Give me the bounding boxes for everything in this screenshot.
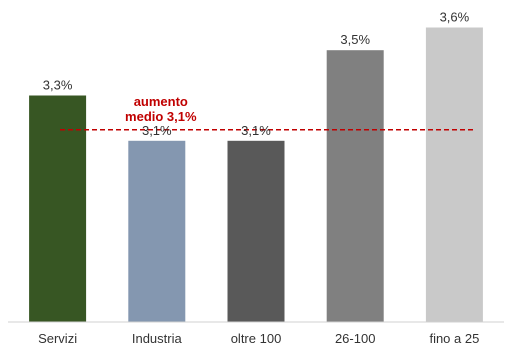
category-label: Industria bbox=[132, 331, 183, 346]
bar-servizi bbox=[29, 95, 87, 322]
category-label: fino a 25 bbox=[429, 331, 479, 346]
category-label: oltre 100 bbox=[231, 331, 282, 346]
bar-oltre-100 bbox=[227, 140, 285, 322]
category-labels-group: Servizi Industria oltre 100 26-100 fino a 25 bbox=[38, 331, 479, 346]
data-label: 3,1% bbox=[142, 123, 172, 138]
category-label: 26-100 bbox=[335, 331, 375, 346]
data-label: 3,1% bbox=[241, 123, 271, 138]
data-labels-group: 3,3% 3,1% 3,1% 3,5% 3,6% bbox=[43, 10, 470, 138]
data-label: 3,5% bbox=[340, 32, 370, 47]
bars-group bbox=[29, 27, 483, 322]
data-label: 3,3% bbox=[43, 78, 73, 93]
bar-fino-a-25 bbox=[425, 27, 483, 322]
data-label: 3,6% bbox=[440, 10, 470, 25]
annotation-line-2: medio 3,1% bbox=[125, 109, 197, 124]
annotation-line-1: aumento bbox=[134, 94, 188, 109]
bar-26-100 bbox=[326, 50, 384, 322]
category-label: Servizi bbox=[38, 331, 77, 346]
bar-industria bbox=[128, 140, 186, 322]
